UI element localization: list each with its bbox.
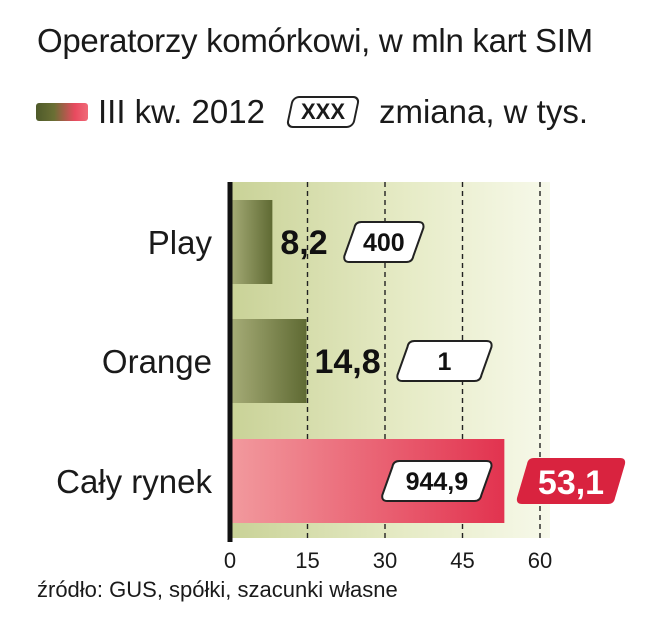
chart-title: Operatorzy komórkowi, w mln kart SIM	[37, 22, 593, 59]
bar-1	[230, 319, 307, 403]
legend-swatch	[36, 103, 88, 121]
value-label: 53,1	[538, 464, 604, 502]
change-label: 1	[438, 348, 452, 376]
bar-0	[230, 200, 273, 284]
value-label: 14,8	[314, 343, 380, 381]
legend-change-label: zmiana, w tys.	[378, 93, 589, 130]
value-label: 8,2	[280, 224, 327, 262]
total-value-badge	[516, 458, 626, 504]
category-label: Play	[148, 224, 213, 261]
change-label: 944,9	[406, 468, 469, 496]
change-label: 400	[363, 229, 405, 257]
x-tick-label: 0	[224, 548, 236, 573]
legend-series-label: III kw. 2012	[98, 93, 265, 130]
x-tick-label: 45	[450, 548, 474, 573]
x-tick-label: 15	[295, 548, 319, 573]
category-label: Orange	[102, 343, 212, 380]
change-box	[381, 460, 493, 502]
x-tick-label: 60	[528, 548, 552, 573]
x-tick-label: 30	[373, 548, 397, 573]
category-label: Cały rynek	[56, 463, 212, 500]
change-box	[396, 340, 493, 382]
change-box	[343, 221, 425, 263]
source-note: źródło: GUS, spółki, szacunki własne	[37, 577, 398, 602]
legend: III kw. 2012 XXX zmiana, w tys.	[36, 92, 588, 132]
